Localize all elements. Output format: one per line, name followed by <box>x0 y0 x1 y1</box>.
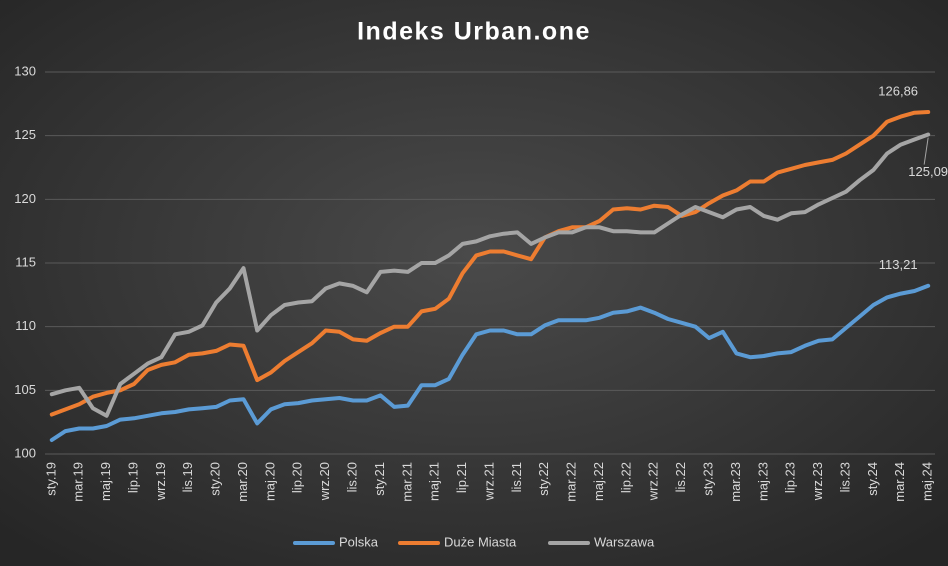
x-tick-label: maj.19 <box>98 462 113 501</box>
x-tick-label: wrz.19 <box>153 462 168 501</box>
x-tick-label: sty.21 <box>372 462 387 496</box>
data-label: 126,86 <box>878 83 918 98</box>
x-tick-label: lis.20 <box>345 462 360 492</box>
data-label: 113,21 <box>879 257 918 272</box>
x-tick-label: maj.24 <box>920 462 935 501</box>
x-tick-label: wrz.20 <box>317 462 332 501</box>
x-tick-label: lip.19 <box>125 462 140 493</box>
x-tick-label: mar.20 <box>235 462 250 502</box>
x-tick-label: maj.23 <box>755 462 770 501</box>
x-tick-label: lip.20 <box>290 462 305 493</box>
x-tick-label: sty.19 <box>43 462 58 496</box>
x-tick-label: lis.23 <box>837 462 852 492</box>
x-tick-label: mar.22 <box>564 462 579 502</box>
x-tick-label: mar.23 <box>728 462 743 502</box>
y-tick-label: 115 <box>15 254 36 269</box>
x-tick-label: lip.21 <box>454 462 469 493</box>
x-tick-label: lip.22 <box>618 462 633 493</box>
x-tick-label: mar.24 <box>892 462 907 502</box>
chart-title: Indeks Urban.one <box>357 18 591 46</box>
x-tick-label: sty.22 <box>536 462 551 496</box>
x-tick-label: wrz.21 <box>481 462 496 501</box>
line-series <box>49 132 931 418</box>
line-series <box>49 110 931 417</box>
x-tick-label: maj.20 <box>262 462 277 501</box>
leader-line <box>923 137 929 165</box>
y-tick-label: 120 <box>14 191 36 206</box>
y-tick-label: 130 <box>14 63 36 78</box>
x-tick-label: sty.20 <box>208 462 223 496</box>
x-tick-label: wrz.22 <box>646 462 661 501</box>
legend-label: Polska <box>339 534 379 549</box>
x-tick-label: mar.21 <box>399 462 414 502</box>
x-tick-label: mar.19 <box>71 462 86 502</box>
y-tick-label: 125 <box>14 127 36 142</box>
line-series <box>49 283 931 442</box>
data-label: 125,09 <box>908 164 948 179</box>
x-tick-label: sty.23 <box>701 462 716 496</box>
legend-label: Duże Miasta <box>444 534 517 549</box>
x-tick-label: lis.19 <box>180 462 195 492</box>
y-tick-label: 100 <box>14 445 36 460</box>
x-tick-label: lis.21 <box>509 462 524 492</box>
x-tick-label: wrz.23 <box>810 462 825 501</box>
x-tick-label: sty.24 <box>865 462 880 496</box>
legend-label: Warszawa <box>594 534 655 549</box>
x-tick-label: lip.23 <box>783 462 798 493</box>
x-tick-label: maj.21 <box>427 462 442 501</box>
y-tick-label: 110 <box>15 318 36 333</box>
x-tick-label: maj.22 <box>591 462 606 501</box>
x-tick-label: lis.22 <box>673 462 688 492</box>
y-tick-label: 105 <box>14 382 36 397</box>
